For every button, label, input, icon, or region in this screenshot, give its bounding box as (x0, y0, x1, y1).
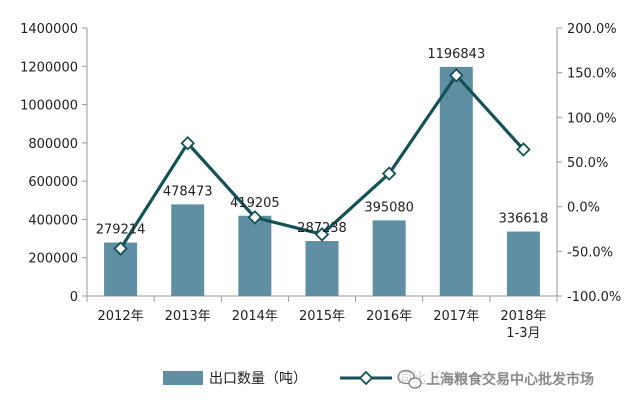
right-tick-label: -100.0% (567, 290, 621, 305)
x-tick-label: 2014年 (232, 309, 278, 324)
line-point (449, 68, 464, 83)
watermark-text: 上海粮食交易中心批发市场 (426, 371, 594, 388)
bar-data-label: 478473 (163, 184, 213, 199)
line-point (516, 142, 531, 157)
watermark-backdrop (396, 365, 632, 393)
right-tick-label: 200.0% (567, 22, 617, 37)
x-tick-label: 2016年 (366, 309, 412, 324)
left-tick-label: 0 (70, 290, 78, 305)
bar (439, 66, 473, 297)
bar (238, 215, 272, 296)
left-tick-label: 400000 (28, 213, 78, 228)
line-point (113, 241, 128, 256)
wechat-icon (397, 369, 422, 389)
legend-bar-label: 出口数量（吨） (209, 371, 307, 387)
x-tick-label: 2013年 (165, 309, 211, 324)
bar (506, 231, 540, 296)
x-tick-label: 2017年 (433, 309, 479, 324)
left-tick-label: 600000 (28, 175, 78, 190)
bar-data-label: 279214 (96, 223, 146, 238)
line-point (247, 210, 263, 225)
left-tick-label: 1000000 (20, 99, 78, 114)
line-series (113, 68, 531, 256)
bar-data-label: 419205 (230, 196, 280, 211)
left-tick-label: 1400000 (20, 22, 78, 37)
bar (171, 204, 205, 296)
bar-data-label: 1196843 (427, 47, 485, 62)
right-tick-label: 0.0% (567, 201, 600, 216)
bar (372, 220, 406, 296)
bar-data-label: 287238 (297, 221, 347, 236)
x-tick-label: 2012年 (98, 309, 144, 324)
legend-bar-swatch (163, 371, 203, 385)
right-tick-label: 150.0% (567, 67, 617, 82)
bar (305, 241, 339, 296)
right-tick-label: 100.0% (567, 111, 617, 126)
line-point (381, 166, 397, 181)
right-tick-label: 50.0% (567, 156, 608, 171)
legend-line-marker (358, 370, 374, 386)
data-labels: 279214 478473 419205 287238 395080 1196843 336… (96, 47, 548, 238)
watermark: 上海粮食交易中心批发市场 (396, 365, 632, 393)
x-tick-label: 2018年 1-3月 (500, 309, 546, 341)
left-tick-label: 200000 (28, 252, 78, 267)
left-tick-label: 1200000 (20, 60, 78, 75)
axes: 0 200000 400000 600000 800000 1000000 1200000 1… (20, 22, 621, 341)
bar-data-label: 336618 (499, 212, 549, 227)
bar-data-label: 395080 (364, 200, 414, 215)
x-tick-label: 2015年 (299, 309, 345, 324)
line-point (180, 135, 195, 151)
bar-series (104, 66, 540, 297)
line-point (314, 227, 330, 242)
left-tick-label: 800000 (28, 137, 78, 152)
right-tick-label: -50.0% (567, 245, 613, 260)
